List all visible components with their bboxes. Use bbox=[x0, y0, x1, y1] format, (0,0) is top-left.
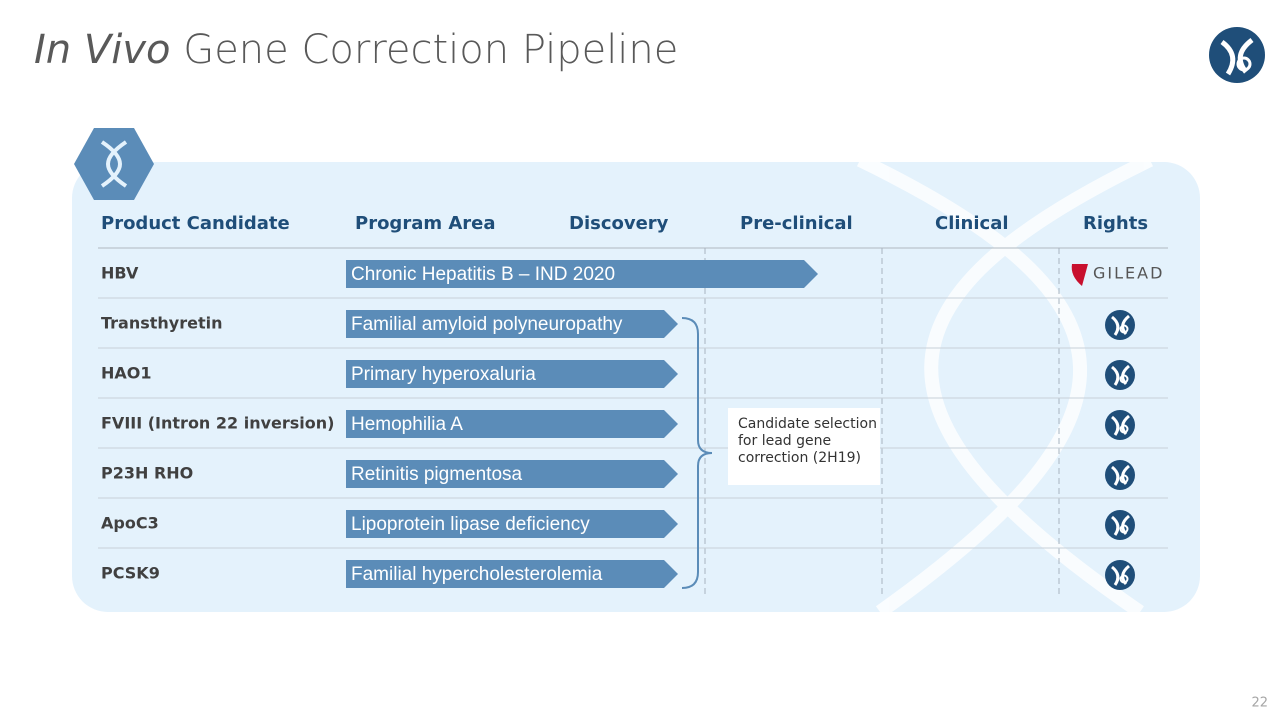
slide-title: In Vivo Gene Correction Pipeline bbox=[34, 27, 678, 73]
dna-hexagon bbox=[74, 128, 154, 200]
logo-ring bbox=[1119, 424, 1129, 434]
column-header: Pre-clinical bbox=[740, 213, 853, 234]
title-rest: Gene Correction Pipeline bbox=[183, 27, 678, 73]
pipeline-arrow bbox=[346, 410, 678, 438]
column-header: Rights bbox=[1083, 213, 1148, 234]
program: Lipoprotein lipase deficiency bbox=[351, 514, 590, 535]
page-number: 22 bbox=[1251, 696, 1268, 711]
pipeline-arrow bbox=[346, 510, 678, 538]
logo-ring bbox=[1119, 324, 1129, 334]
logo-ring bbox=[1119, 574, 1129, 584]
rights-logo bbox=[1105, 310, 1135, 340]
column-header: Product Candidate bbox=[101, 213, 290, 234]
logo-ring bbox=[1119, 474, 1129, 484]
note-box bbox=[728, 408, 880, 485]
pipeline-arrow bbox=[346, 310, 678, 338]
title-italic: In Vivo bbox=[34, 27, 170, 73]
candidate: PCSK9 bbox=[101, 564, 160, 583]
gilead-mark bbox=[1071, 264, 1088, 286]
rights-logo bbox=[1105, 460, 1135, 490]
logo-circle bbox=[1105, 460, 1135, 490]
column-header: Program Area bbox=[355, 213, 496, 234]
logo-circle bbox=[1105, 510, 1135, 540]
logo-ring bbox=[1119, 524, 1129, 534]
bracket bbox=[681, 317, 713, 589]
logo-ring bbox=[1119, 374, 1129, 384]
program: Chronic Hepatitis B – IND 2020 bbox=[351, 264, 615, 285]
program: Familial hypercholesterolemia bbox=[351, 564, 603, 585]
logo-circle bbox=[1105, 360, 1135, 390]
rights: GILEAD bbox=[1093, 264, 1164, 283]
candidate: Transthyretin bbox=[101, 314, 223, 333]
pipeline-arrow bbox=[346, 260, 818, 288]
program: Familial amyloid polyneuropathy bbox=[351, 314, 623, 335]
dna-watermark bbox=[856, 153, 1154, 618]
rights-logo bbox=[1105, 560, 1135, 590]
candidate: HBV bbox=[101, 264, 139, 283]
logo-circle bbox=[1105, 310, 1135, 340]
candidate: P23H RHO bbox=[101, 464, 193, 483]
logo-circle bbox=[1105, 560, 1135, 590]
pipeline-arrow bbox=[346, 460, 678, 488]
note-wrap: Candidate selection for lead gene correc… bbox=[738, 416, 877, 466]
program: Retinitis pigmentosa bbox=[351, 464, 523, 485]
rights-logo bbox=[1105, 360, 1135, 390]
note: Candidate selection for lead gene correc… bbox=[738, 416, 877, 466]
logo-circle bbox=[1105, 410, 1135, 440]
column-header: Discovery bbox=[569, 213, 669, 234]
program: Primary hyperoxaluria bbox=[351, 364, 536, 385]
pipeline-arrow bbox=[346, 560, 678, 588]
rights-logo bbox=[1105, 510, 1135, 540]
rights-logo bbox=[1105, 410, 1135, 440]
program: Hemophilia A bbox=[351, 414, 463, 435]
candidate: HAO1 bbox=[101, 364, 152, 383]
company-logo bbox=[1209, 27, 1265, 83]
column-header: Clinical bbox=[935, 213, 1009, 234]
candidate: FVIII (Intron 22 inversion) bbox=[101, 414, 334, 433]
candidate: ApoC3 bbox=[101, 514, 159, 533]
pipeline-arrow bbox=[346, 360, 678, 388]
